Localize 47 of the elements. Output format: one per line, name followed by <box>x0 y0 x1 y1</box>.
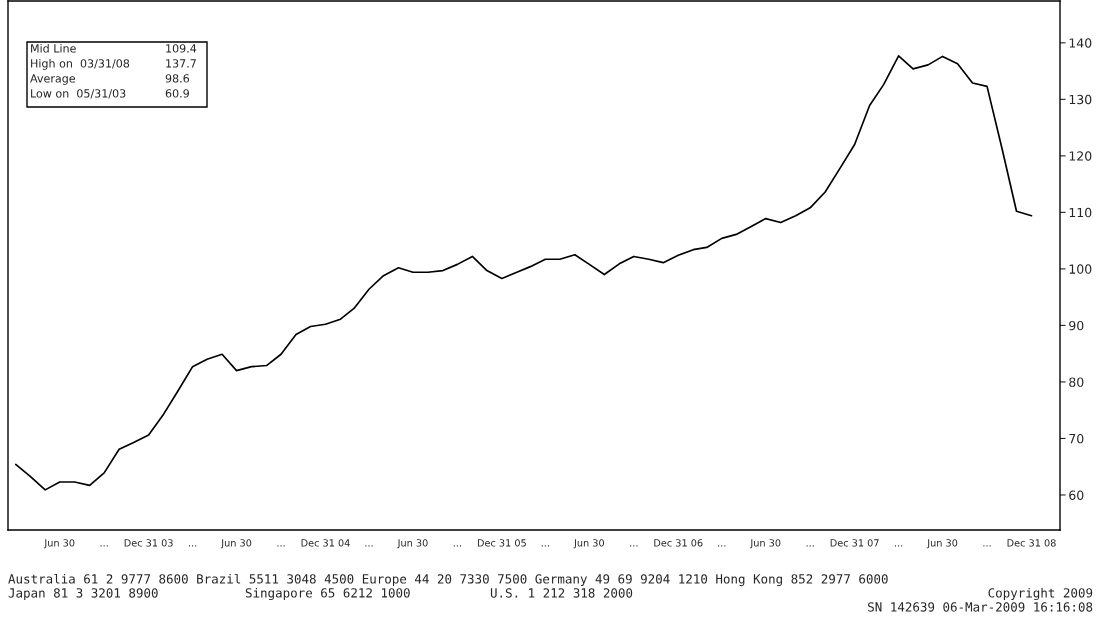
x-tick-label: ... <box>365 545 373 547</box>
x-tick-label: ... <box>453 545 461 547</box>
x-tick-label: ... <box>630 545 638 547</box>
x-tick-label: Dec 31 04 <box>301 539 350 547</box>
x-tick-label: ... <box>100 545 108 547</box>
annotation: Low on 05/31/03 <box>31 89 126 99</box>
x-tick-label: Jun 30 <box>397 539 428 549</box>
x-tick-label: Jun 30 <box>220 539 252 549</box>
annotation: Mid Line <box>31 44 76 53</box>
x-tick-label: ... <box>806 545 814 547</box>
y-tick-label: 130 <box>1069 94 1092 105</box>
x-tick-label: Jun 30 <box>573 539 605 549</box>
x-tick-label: ... <box>541 545 549 547</box>
annotation: 98.6 <box>165 74 190 83</box>
text: Australia 61 2 9777 8600 Brazil 5511 3048 4500 Europe 44 20 7330 7500 Germany 49 69 9204 1210 Hong Kong 852 2977 6000 <box>8 573 888 587</box>
x-tick-label: Dec 31 05 <box>477 539 526 547</box>
x-tick-label: Dec 31 07 <box>830 539 879 547</box>
x-tick-label: ... <box>189 545 197 547</box>
x-tick-label: ... <box>895 545 903 547</box>
line-series <box>14 54 1033 491</box>
text: SN 142639 06-Mar-2009 16:16:08 <box>868 602 1093 612</box>
x-tick-label: Dec 31 03 <box>124 539 173 547</box>
y-tick-label: 90 <box>1069 320 1084 331</box>
x-tick-label: ... <box>983 545 991 547</box>
text: Singapore 65 6212 1000 <box>245 587 410 601</box>
x-tick-label: ... <box>277 545 285 547</box>
annotation: 60.9 <box>165 89 189 98</box>
annotation: 137.7 <box>166 59 196 68</box>
x-tick-label: Dec 31 06 <box>654 539 703 547</box>
y-tick-label: 120 <box>1069 151 1092 161</box>
y-tick-label: 80 <box>1069 377 1084 387</box>
text: Copyright 2009 <box>988 587 1093 601</box>
annotation: High on 03/31/08 <box>31 59 130 70</box>
y-tick-label: 140 <box>1069 38 1092 48</box>
y-tick-label: 100 <box>1069 264 1092 274</box>
x-tick-label: Dec 31 08 <box>1007 539 1056 547</box>
text: Japan 81 3 3201 8900 <box>8 588 158 601</box>
x-tick-label: Jun 30 <box>749 539 781 549</box>
annotation: Average <box>30 74 76 85</box>
text: U.S. 1 212 318 2000 <box>490 588 633 598</box>
y-tick-label: 60 <box>1069 490 1084 500</box>
x-tick-label: Jun 30 <box>926 539 958 549</box>
x-tick-label: Jun 30 <box>43 539 75 549</box>
y-tick-label: 70 <box>1069 433 1084 444</box>
y-tick-label: 110 <box>1069 207 1092 218</box>
x-tick-label: ... <box>718 545 726 547</box>
annotation: 109.4 <box>166 44 197 53</box>
